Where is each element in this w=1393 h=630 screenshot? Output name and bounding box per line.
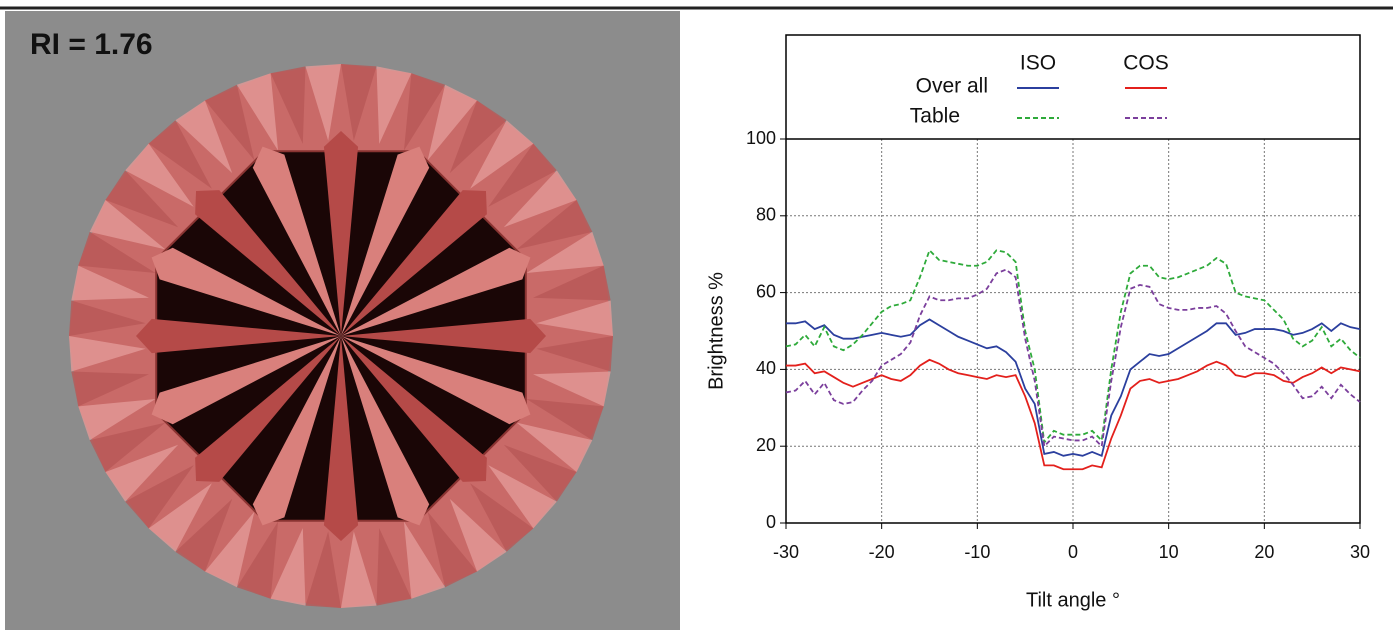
x-axis-label: Tilt angle ° bbox=[1026, 589, 1120, 611]
y-tick-label: 60 bbox=[756, 281, 776, 301]
legend-column: ISO bbox=[1020, 52, 1056, 75]
panel-label: RI = 1.76 bbox=[30, 28, 153, 61]
x-tick-label: 10 bbox=[1159, 542, 1179, 562]
x-tick-label: -20 bbox=[869, 542, 895, 562]
y-axis-label: Brightness % bbox=[705, 272, 727, 390]
legend-row: Over all bbox=[916, 75, 988, 98]
y-tick-label: 80 bbox=[756, 205, 776, 225]
legend-row: Table bbox=[910, 105, 960, 128]
figure: RI = 1.76 0 20 40 60 80 100 -30 -20 -10 0 10 20 30 Ti… bbox=[0, 0, 1393, 630]
y-tick-label: 100 bbox=[746, 128, 776, 148]
x-tick-label: 20 bbox=[1254, 542, 1274, 562]
y-tick-label: 40 bbox=[756, 358, 776, 378]
x-tick-label: -30 bbox=[773, 542, 799, 562]
gem-render bbox=[69, 64, 613, 608]
x-tick-label: 30 bbox=[1350, 542, 1370, 562]
y-tick-label: 0 bbox=[766, 512, 776, 532]
x-tick-label: 0 bbox=[1068, 542, 1078, 562]
legend-column: COS bbox=[1123, 52, 1169, 75]
x-tick-label: -10 bbox=[964, 542, 990, 562]
y-tick-label: 20 bbox=[756, 435, 776, 455]
